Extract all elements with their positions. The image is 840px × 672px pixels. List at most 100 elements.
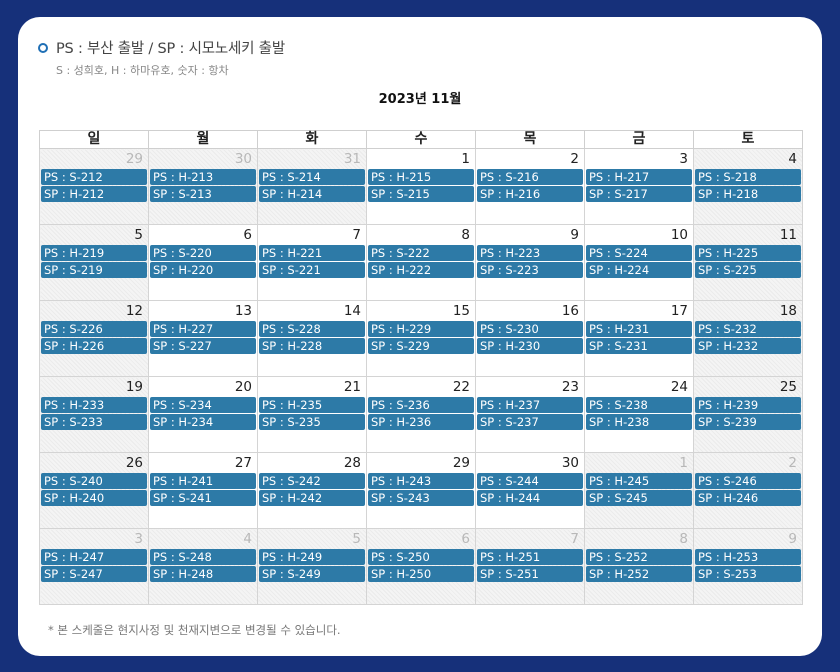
event-shimonoseki-departure[interactable]: SP : S-253 (695, 566, 801, 582)
event-shimonoseki-departure[interactable]: SP : H-238 (586, 414, 692, 430)
event-shimonoseki-departure[interactable]: SP : S-241 (150, 490, 256, 506)
day-cell[interactable]: 3 PS : H-217 SP : S-217 (584, 148, 694, 225)
event-shimonoseki-departure[interactable]: SP : H-218 (695, 186, 801, 202)
event-shimonoseki-departure[interactable]: SP : H-250 (368, 566, 474, 582)
event-shimonoseki-departure[interactable]: SP : H-236 (368, 414, 474, 430)
event-busan-departure[interactable]: PS : H-243 (368, 473, 474, 489)
event-shimonoseki-departure[interactable]: SP : H-240 (41, 490, 147, 506)
day-cell[interactable]: 10 PS : S-224 SP : H-224 (584, 224, 694, 301)
event-busan-departure[interactable]: PS : S-252 (586, 549, 692, 565)
event-busan-departure[interactable]: PS : S-222 (368, 245, 474, 261)
event-busan-departure[interactable]: PS : S-232 (695, 321, 801, 337)
event-busan-departure[interactable]: PS : H-213 (150, 169, 256, 185)
event-busan-departure[interactable]: PS : H-231 (586, 321, 692, 337)
event-shimonoseki-departure[interactable]: SP : S-247 (41, 566, 147, 582)
event-busan-departure[interactable]: PS : S-236 (368, 397, 474, 413)
day-cell[interactable]: 6 PS : S-250 SP : H-250 (366, 528, 476, 605)
day-cell[interactable]: 1 PS : H-245 SP : S-245 (584, 452, 694, 529)
event-shimonoseki-departure[interactable]: SP : S-219 (41, 262, 147, 278)
event-shimonoseki-departure[interactable]: SP : H-244 (477, 490, 583, 506)
day-cell[interactable]: 5 PS : H-249 SP : S-249 (257, 528, 367, 605)
event-shimonoseki-departure[interactable]: SP : H-212 (41, 186, 147, 202)
event-shimonoseki-departure[interactable]: SP : S-223 (477, 262, 583, 278)
event-busan-departure[interactable]: PS : H-219 (41, 245, 147, 261)
day-cell[interactable]: 4 PS : S-218 SP : H-218 (693, 148, 803, 225)
day-cell[interactable]: 6 PS : S-220 SP : H-220 (148, 224, 258, 301)
event-shimonoseki-departure[interactable]: SP : S-221 (259, 262, 365, 278)
event-busan-departure[interactable]: PS : H-253 (695, 549, 801, 565)
day-cell[interactable]: 21 PS : H-235 SP : S-235 (257, 376, 367, 453)
event-busan-departure[interactable]: PS : S-238 (586, 397, 692, 413)
event-shimonoseki-departure[interactable]: SP : S-225 (695, 262, 801, 278)
event-busan-departure[interactable]: PS : H-251 (477, 549, 583, 565)
event-busan-departure[interactable]: PS : S-218 (695, 169, 801, 185)
event-shimonoseki-departure[interactable]: SP : S-227 (150, 338, 256, 354)
event-busan-departure[interactable]: PS : S-212 (41, 169, 147, 185)
day-cell[interactable]: 24 PS : S-238 SP : H-238 (584, 376, 694, 453)
day-cell[interactable]: 7 PS : H-221 SP : S-221 (257, 224, 367, 301)
day-cell[interactable]: 23 PS : H-237 SP : S-237 (475, 376, 585, 453)
event-busan-departure[interactable]: PS : H-229 (368, 321, 474, 337)
day-cell[interactable]: 16 PS : S-230 SP : H-230 (475, 300, 585, 377)
day-cell[interactable]: 9 PS : H-223 SP : S-223 (475, 224, 585, 301)
event-busan-departure[interactable]: PS : S-228 (259, 321, 365, 337)
event-busan-departure[interactable]: PS : S-248 (150, 549, 256, 565)
event-shimonoseki-departure[interactable]: SP : S-217 (586, 186, 692, 202)
event-shimonoseki-departure[interactable]: SP : S-245 (586, 490, 692, 506)
event-shimonoseki-departure[interactable]: SP : S-235 (259, 414, 365, 430)
day-cell[interactable]: 22 PS : S-236 SP : H-236 (366, 376, 476, 453)
event-busan-departure[interactable]: PS : S-234 (150, 397, 256, 413)
event-busan-departure[interactable]: PS : H-249 (259, 549, 365, 565)
event-shimonoseki-departure[interactable]: SP : S-243 (368, 490, 474, 506)
day-cell[interactable]: 30 PS : H-213 SP : S-213 (148, 148, 258, 225)
event-shimonoseki-departure[interactable]: SP : H-234 (150, 414, 256, 430)
event-busan-departure[interactable]: PS : S-220 (150, 245, 256, 261)
event-shimonoseki-departure[interactable]: SP : H-224 (586, 262, 692, 278)
event-busan-departure[interactable]: PS : H-215 (368, 169, 474, 185)
day-cell[interactable]: 3 PS : H-247 SP : S-247 (39, 528, 149, 605)
day-cell[interactable]: 26 PS : S-240 SP : H-240 (39, 452, 149, 529)
day-cell[interactable]: 8 PS : S-252 SP : H-252 (584, 528, 694, 605)
day-cell[interactable]: 4 PS : S-248 SP : H-248 (148, 528, 258, 605)
day-cell[interactable]: 30 PS : S-244 SP : H-244 (475, 452, 585, 529)
event-busan-departure[interactable]: PS : S-242 (259, 473, 365, 489)
event-busan-departure[interactable]: PS : H-233 (41, 397, 147, 413)
event-shimonoseki-departure[interactable]: SP : H-232 (695, 338, 801, 354)
day-cell[interactable]: 31 PS : S-214 SP : H-214 (257, 148, 367, 225)
day-cell[interactable]: 13 PS : H-227 SP : S-227 (148, 300, 258, 377)
day-cell[interactable]: 2 PS : S-246 SP : H-246 (693, 452, 803, 529)
day-cell[interactable]: 20 PS : S-234 SP : H-234 (148, 376, 258, 453)
event-shimonoseki-departure[interactable]: SP : H-220 (150, 262, 256, 278)
event-busan-departure[interactable]: PS : H-237 (477, 397, 583, 413)
day-cell[interactable]: 27 PS : H-241 SP : S-241 (148, 452, 258, 529)
day-cell[interactable]: 11 PS : H-225 SP : S-225 (693, 224, 803, 301)
event-shimonoseki-departure[interactable]: SP : H-214 (259, 186, 365, 202)
day-cell[interactable]: 17 PS : H-231 SP : S-231 (584, 300, 694, 377)
event-busan-departure[interactable]: PS : S-230 (477, 321, 583, 337)
event-busan-departure[interactable]: PS : S-250 (368, 549, 474, 565)
day-cell[interactable]: 29 PS : H-243 SP : S-243 (366, 452, 476, 529)
event-shimonoseki-departure[interactable]: SP : S-237 (477, 414, 583, 430)
day-cell[interactable]: 1 PS : H-215 SP : S-215 (366, 148, 476, 225)
event-shimonoseki-departure[interactable]: SP : H-216 (477, 186, 583, 202)
day-cell[interactable]: 9 PS : H-253 SP : S-253 (693, 528, 803, 605)
event-shimonoseki-departure[interactable]: SP : H-222 (368, 262, 474, 278)
event-busan-departure[interactable]: PS : H-239 (695, 397, 801, 413)
day-cell[interactable]: 7 PS : H-251 SP : S-251 (475, 528, 585, 605)
day-cell[interactable]: 19 PS : H-233 SP : S-233 (39, 376, 149, 453)
event-busan-departure[interactable]: PS : H-223 (477, 245, 583, 261)
event-busan-departure[interactable]: PS : H-241 (150, 473, 256, 489)
event-shimonoseki-departure[interactable]: SP : H-252 (586, 566, 692, 582)
event-shimonoseki-departure[interactable]: SP : S-213 (150, 186, 256, 202)
event-shimonoseki-departure[interactable]: SP : H-228 (259, 338, 365, 354)
event-busan-departure[interactable]: PS : S-244 (477, 473, 583, 489)
day-cell[interactable]: 25 PS : H-239 SP : S-239 (693, 376, 803, 453)
event-busan-departure[interactable]: PS : S-214 (259, 169, 365, 185)
event-shimonoseki-departure[interactable]: SP : S-251 (477, 566, 583, 582)
day-cell[interactable]: 15 PS : H-229 SP : S-229 (366, 300, 476, 377)
event-busan-departure[interactable]: PS : H-227 (150, 321, 256, 337)
event-busan-departure[interactable]: PS : H-221 (259, 245, 365, 261)
day-cell[interactable]: 29 PS : S-212 SP : H-212 (39, 148, 149, 225)
day-cell[interactable]: 2 PS : S-216 SP : H-216 (475, 148, 585, 225)
day-cell[interactable]: 18 PS : S-232 SP : H-232 (693, 300, 803, 377)
